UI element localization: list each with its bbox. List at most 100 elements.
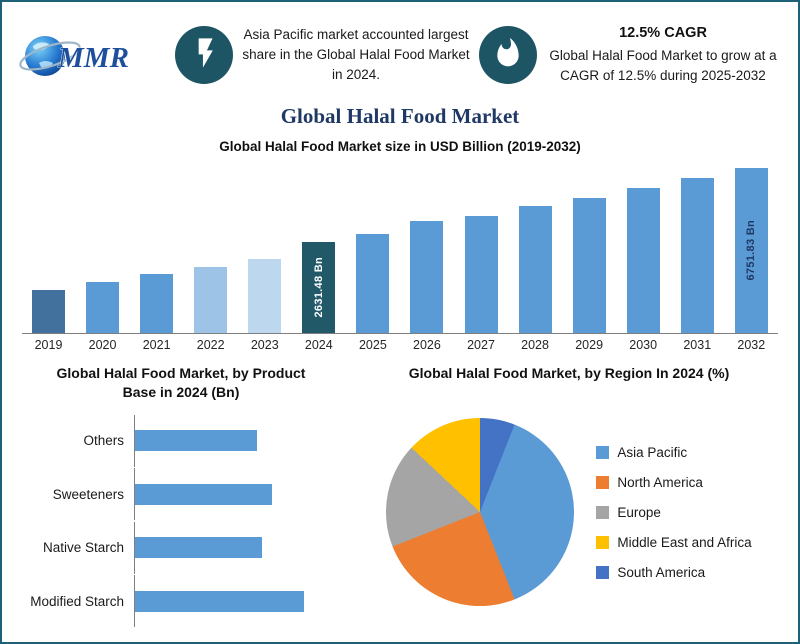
- bar-column-2032: 6751.83 Bn: [727, 164, 776, 333]
- hbar-others: [135, 430, 257, 452]
- bar-value-label: 2631.48 Bn: [312, 257, 325, 318]
- bar-column-2030: [619, 164, 668, 333]
- header-note-left: Asia Pacific market accounted largest sh…: [242, 26, 470, 83]
- hbar-track: [134, 521, 346, 574]
- main-years-row: 2019 2020 2021 2022 2023 2024 2025 2026 2027 2028…: [22, 334, 778, 352]
- x-axis-label-2026: 2026: [413, 338, 441, 352]
- mmr-logo: MMR: [18, 27, 168, 83]
- x-axis-label-2020: 2020: [88, 338, 117, 352]
- bar-column-2024: 2631.48 Bn: [294, 164, 343, 333]
- bar-2024: 2631.48 Bn: [302, 242, 336, 333]
- x-axis-label-2031: 2031: [683, 338, 712, 352]
- bar-2030: [626, 188, 660, 333]
- bar-column-2026: [402, 164, 451, 333]
- hbar-row: Modified Starch: [16, 575, 346, 628]
- hbar-track: [134, 468, 346, 521]
- hbar-sweeteners: [135, 483, 272, 505]
- bar-2023: [248, 259, 282, 333]
- legend-swatch: [596, 565, 610, 579]
- hbar-track: [134, 414, 346, 467]
- bar-value-label: 6751.83 Bn: [745, 220, 758, 281]
- hbar-modified-starch: [135, 590, 304, 612]
- legend-label: Asia Pacific: [617, 444, 688, 460]
- cagr-title: 12.5% CAGR: [619, 24, 707, 41]
- bar-column-2029: [565, 164, 614, 333]
- x-axis-label-2032: 2032: [737, 338, 766, 352]
- bar-2021: [140, 274, 174, 333]
- bar-2019: [32, 290, 65, 333]
- cagr-block: 12.5% CAGR Global Halal Food Market to g…: [544, 25, 782, 85]
- bar-column-2021: [132, 164, 181, 333]
- bar-column-2019: [24, 164, 73, 333]
- legend-swatch: [596, 475, 610, 489]
- bar-2022: [194, 267, 228, 333]
- bar-2026: [410, 221, 444, 333]
- globe-logo-icon: MMR: [19, 36, 129, 76]
- bar-2031: [680, 178, 714, 333]
- main-bars-row: 2631.48 Bn 6751.83 Bn: [22, 164, 778, 334]
- hbar-native-starch: [135, 537, 262, 559]
- hbar-category-label: Modified Starch: [30, 593, 124, 609]
- region-content: Asia Pacific North America Europe Middle Ea…: [354, 391, 784, 634]
- x-axis-label-2025: 2025: [358, 338, 387, 352]
- bar-2020: [86, 282, 120, 333]
- x-axis-label-2021: 2021: [142, 338, 171, 352]
- product-base-chart: Global Halal Food Market, by Product Bas…: [16, 364, 346, 634]
- bar-column-2025: [348, 164, 397, 333]
- hbar-row: Others: [16, 414, 346, 467]
- cagr-note: Global Halal Food Market to grow at a CA…: [549, 47, 777, 83]
- legend-swatch: [596, 505, 610, 519]
- flame-icon: [492, 37, 524, 74]
- x-axis-label-2022: 2022: [196, 338, 225, 352]
- x-axis-label-2019: 2019: [34, 338, 63, 352]
- bar-column-2027: [457, 164, 506, 333]
- bar-2025: [356, 234, 390, 333]
- page-title: Global Halal Food Market: [280, 104, 520, 128]
- bar-column-2031: [673, 164, 722, 333]
- legend-item: Middle East and Africa: [596, 534, 752, 550]
- bar-column-2023: [240, 164, 289, 333]
- bar-2032: 6751.83 Bn: [734, 168, 768, 333]
- hbar-category-label: Native Starch: [42, 540, 124, 556]
- logo-text: MMR: [57, 42, 129, 74]
- legend-item: South America: [596, 565, 751, 580]
- hbar-track: [134, 575, 346, 628]
- bar-2028: [518, 206, 552, 333]
- bar-column-2028: [511, 164, 560, 333]
- bar-2027: [464, 216, 498, 333]
- hbar-row: Sweeteners: [16, 468, 346, 521]
- lightning-icon: [188, 37, 220, 74]
- region-chart-title: Global Halal Food Market, by Region In 2…: [408, 365, 730, 381]
- market-size-chart-title: Global Halal Food Market size in USD Bil…: [219, 139, 581, 154]
- hbar-category-label: Sweeteners: [52, 486, 124, 502]
- lightning-badge: [175, 26, 233, 84]
- hbar-category-label: Others: [83, 433, 124, 449]
- bar-column-2022: [186, 164, 235, 333]
- bottom-section: Global Halal Food Market, by Product Bas…: [16, 364, 784, 634]
- legend-item: Asia Pacific: [596, 445, 751, 460]
- legend-swatch: [596, 445, 610, 459]
- region-legend: Asia Pacific North America Europe Middle Ea…: [596, 445, 752, 580]
- bar-2029: [572, 198, 606, 333]
- legend-label: Middle East and Africa: [617, 534, 752, 550]
- x-axis-label-2028: 2028: [521, 338, 549, 352]
- product-bars: Others Sweeteners Native Starch Modified St…: [16, 410, 346, 634]
- legend-item: North America: [596, 475, 751, 490]
- hbar-row: Native Starch: [16, 521, 346, 574]
- legend-label: Europe: [617, 504, 661, 520]
- x-axis-label-2024: 2024: [304, 338, 333, 352]
- legend-label: South America: [617, 564, 706, 580]
- region-pie: [386, 418, 575, 607]
- flame-badge: [479, 26, 537, 84]
- header: MMR Asia Pacific market accounted larges…: [16, 8, 784, 102]
- market-size-chart: Global Halal Food Market size in USD Bil…: [16, 135, 784, 352]
- x-axis-label-2030: 2030: [629, 338, 658, 352]
- region-chart: Global Halal Food Market, by Region In 2…: [346, 364, 784, 634]
- product-base-chart-title: Global Halal Food Market, by Product Bas…: [56, 365, 306, 400]
- x-axis-label-2027: 2027: [467, 338, 495, 352]
- legend-swatch: [596, 535, 610, 549]
- bar-column-2020: [78, 164, 127, 333]
- x-axis-label-2023: 2023: [250, 338, 279, 352]
- x-axis-label-2029: 2029: [575, 338, 604, 352]
